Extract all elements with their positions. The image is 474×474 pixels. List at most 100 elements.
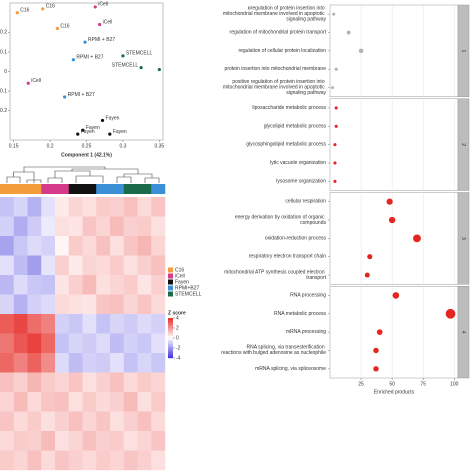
heatmap-cell bbox=[82, 392, 97, 412]
point-label: C16 bbox=[20, 8, 29, 14]
category-label: glycolipid metabolic process bbox=[264, 124, 327, 130]
heatmap-cell bbox=[55, 255, 69, 276]
facet-panel bbox=[329, 192, 459, 285]
heatmap-cell bbox=[0, 353, 14, 373]
category-label: lysosome organization bbox=[276, 179, 326, 185]
heatmap-cell bbox=[41, 333, 56, 354]
heatmap-cell bbox=[151, 431, 166, 451]
category-label: energy derivation by oxidation of organi… bbox=[235, 215, 327, 227]
dot bbox=[376, 329, 383, 335]
heatmap-cell bbox=[110, 255, 124, 276]
category-label: protein insertion into mitochondrial mem… bbox=[225, 67, 327, 73]
point-label: Fayen bbox=[86, 125, 100, 131]
heatmap-cell bbox=[13, 333, 28, 354]
heatmap-cell bbox=[41, 450, 56, 471]
heatmap-cell bbox=[123, 236, 138, 256]
heatmap-cell bbox=[151, 353, 166, 373]
heatmap-cell bbox=[96, 372, 111, 393]
x-tick-label: 0.3 bbox=[119, 143, 126, 149]
dot bbox=[388, 216, 396, 224]
colorbar-label: 2 bbox=[176, 325, 179, 331]
heatmap-cell bbox=[41, 216, 56, 237]
heatmap-cell bbox=[0, 255, 14, 276]
heatmap-cell bbox=[110, 431, 124, 451]
dot bbox=[364, 272, 370, 278]
heatmap-cell bbox=[13, 450, 28, 471]
point bbox=[121, 54, 125, 58]
facet-strip bbox=[457, 98, 470, 191]
heatmap-cell bbox=[123, 197, 138, 217]
heatmap-cell bbox=[68, 197, 83, 217]
point-label: C16 bbox=[60, 23, 69, 29]
heatmap-cell bbox=[13, 392, 28, 412]
colorbar-step bbox=[168, 324, 173, 327]
heatmap-cell bbox=[55, 411, 69, 432]
heatmap-cell bbox=[137, 392, 152, 412]
heatmap-cell bbox=[137, 236, 152, 256]
heatmap-cell bbox=[68, 450, 83, 471]
dot bbox=[334, 124, 338, 128]
point-label: Fayen bbox=[81, 129, 95, 135]
y-tick-label: -0.2 bbox=[0, 108, 7, 114]
category-label: regulation of mitochondrial protein tran… bbox=[230, 30, 327, 36]
heatmap-cell bbox=[82, 372, 97, 393]
heatmap-cell bbox=[55, 353, 69, 373]
column-group-bar bbox=[13, 184, 28, 194]
dot bbox=[373, 366, 379, 372]
point bbox=[108, 132, 112, 136]
column-group-bar bbox=[27, 184, 42, 194]
heatmap-cell bbox=[0, 333, 14, 354]
facet-panel bbox=[329, 286, 459, 379]
heatmap-cell bbox=[13, 236, 28, 256]
column-group-bar bbox=[68, 184, 83, 194]
point bbox=[41, 7, 45, 11]
column-group-bar bbox=[55, 184, 69, 194]
heatmap-cell bbox=[68, 372, 83, 393]
heatmap-cell bbox=[96, 392, 111, 412]
point-label: Fayen bbox=[106, 115, 120, 121]
dot bbox=[413, 234, 421, 243]
heatmap-cell bbox=[151, 392, 166, 412]
dot bbox=[333, 179, 337, 183]
legend-swatch bbox=[168, 267, 173, 273]
dot bbox=[346, 30, 351, 35]
dot bbox=[333, 161, 337, 165]
heatmap-cell bbox=[27, 431, 42, 451]
dot bbox=[334, 67, 338, 71]
heatmap-cell bbox=[82, 333, 97, 354]
point bbox=[26, 81, 30, 85]
colorbar-step bbox=[168, 322, 173, 325]
point bbox=[100, 118, 105, 123]
colorbar-step bbox=[168, 352, 173, 355]
heatmap-cell bbox=[96, 255, 111, 276]
category-label: regulation of protein insertion into mit… bbox=[223, 6, 327, 23]
heatmap-cell bbox=[123, 411, 138, 432]
colorbar-step bbox=[168, 320, 173, 323]
heatmap-cell bbox=[137, 255, 152, 276]
heatmap-cell bbox=[82, 197, 97, 217]
dot bbox=[358, 48, 364, 54]
colorbar-title: Z score bbox=[168, 310, 186, 316]
heatmap-cell bbox=[96, 333, 111, 354]
facet-label: 4 bbox=[460, 331, 466, 334]
colorbar-label: 4 bbox=[176, 315, 179, 321]
heatmap-cell bbox=[55, 372, 69, 393]
heatmap-cell bbox=[137, 275, 152, 295]
heatmap-cell bbox=[0, 236, 14, 256]
heatmap-cell bbox=[13, 197, 28, 217]
dot bbox=[334, 106, 338, 110]
heatmap-cell bbox=[123, 450, 138, 471]
colorbar-step bbox=[168, 350, 173, 353]
heatmap-cell bbox=[82, 450, 97, 471]
heatmap-cell bbox=[96, 275, 111, 295]
heatmap-cell bbox=[41, 431, 56, 451]
heatmap-cell bbox=[110, 294, 124, 315]
column-group-bar bbox=[110, 184, 124, 194]
heatmap-cell bbox=[137, 431, 152, 451]
point-label: RPMI + B27 bbox=[76, 55, 103, 61]
colorbar-label: -4 bbox=[176, 355, 181, 361]
heatmap-cell bbox=[27, 450, 42, 471]
column-group-bar bbox=[137, 184, 152, 194]
point-label: C16 bbox=[46, 4, 55, 10]
heatmap-cell bbox=[41, 411, 56, 432]
